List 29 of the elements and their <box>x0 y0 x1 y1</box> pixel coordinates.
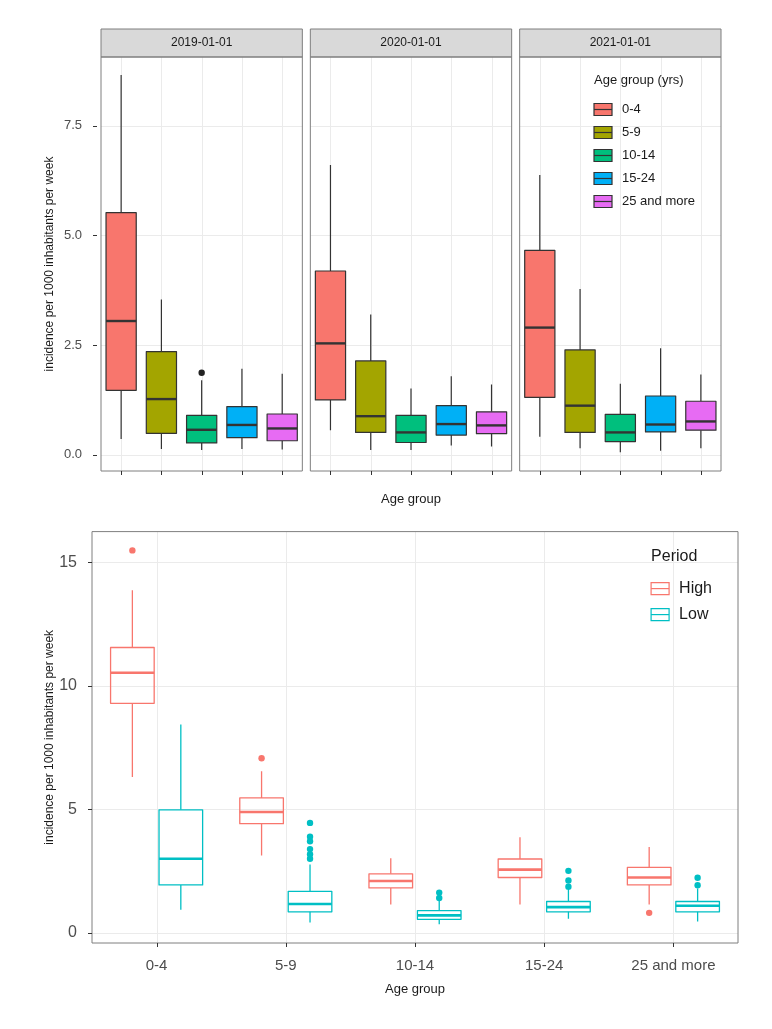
legend-label: 15-24 <box>622 170 656 186</box>
legend-label: Low <box>679 605 709 623</box>
y-tick-label: 5 <box>68 799 78 817</box>
legend-label: 0-4 <box>622 101 641 117</box>
legend-label: 25 and more <box>622 193 696 209</box>
y-tick-label: 10 <box>59 676 78 694</box>
y-tick-label: 5.0 <box>63 227 82 243</box>
y-axis-title: incidence per 1000 inhabitants per week <box>41 155 56 372</box>
x-tick-label: 25 and more <box>631 956 716 974</box>
x-tick-label: 2020-01-01 <box>380 35 443 50</box>
y-tick-label: 0.0 <box>63 446 82 462</box>
legend-title: Period <box>651 547 698 565</box>
legend-title: Age group (yrs) <box>594 72 684 88</box>
legend-label: 10-14 <box>622 147 656 163</box>
y-tick-label: 0 <box>68 923 78 941</box>
x-tick-label: 5-9 <box>274 956 297 974</box>
y-tick-label: 2.5 <box>63 336 82 352</box>
x-axis-title: Age group <box>385 980 445 996</box>
legend-label: 5-9 <box>622 124 641 140</box>
y-axis-title: incidence per 1000 inhabitants per week <box>41 628 56 845</box>
y-tick-label: 15 <box>59 552 78 570</box>
x-tick-label: 10-14 <box>395 956 435 974</box>
x-tick-label: 2019-01-01 <box>170 35 233 50</box>
x-tick-label: 0-4 <box>145 956 168 974</box>
x-axis-title: Age group <box>381 490 441 506</box>
legend-label: High <box>679 579 712 597</box>
x-tick-label: 15-24 <box>525 956 564 974</box>
x-tick-label: 2021-01-01 <box>589 35 652 50</box>
y-tick-label: 7.5 <box>63 117 82 133</box>
